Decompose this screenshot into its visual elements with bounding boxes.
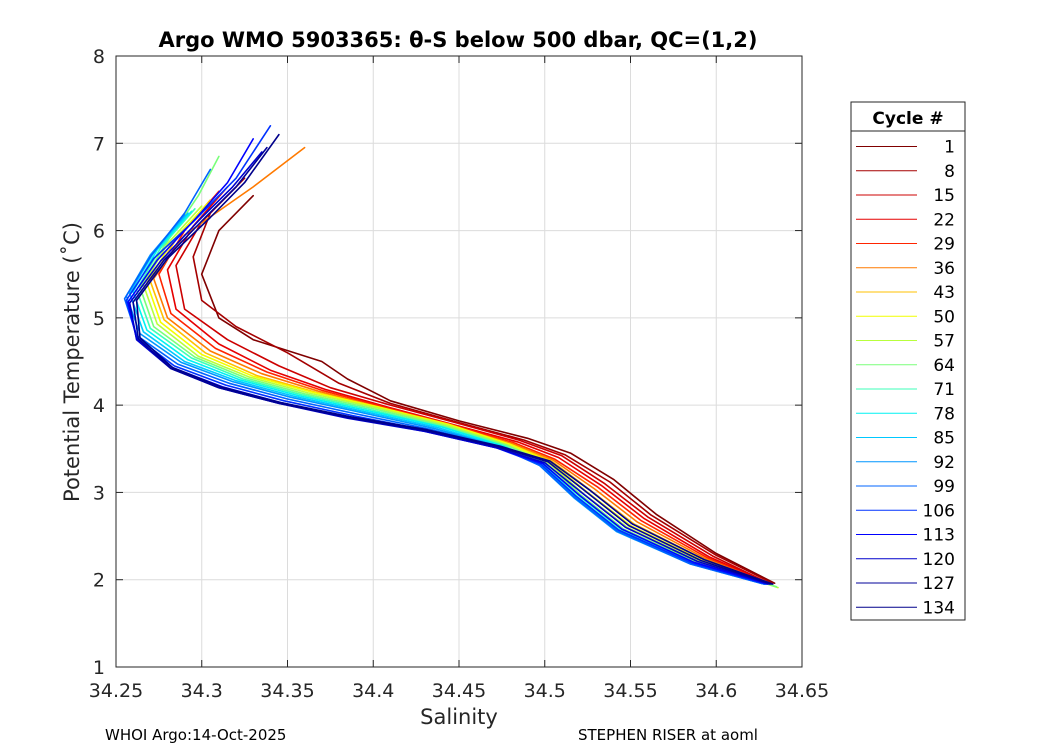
footer-left: WHOI Argo:14-Oct-2025 (105, 726, 286, 744)
series-line-cycle-22 (166, 186, 772, 585)
legend-label-cycle-78: 78 (933, 404, 955, 424)
x-tick-label: 34.25 (89, 680, 143, 702)
series-line-cycle-106 (125, 125, 767, 585)
x-tick-label: 34.65 (775, 680, 829, 702)
series-line-cycle-15 (175, 186, 772, 585)
series-line-cycle-1 (200, 194, 776, 585)
series-line-cycle-50 (146, 203, 769, 585)
x-tick-label: 34.4 (352, 680, 394, 702)
legend-label-cycle-36: 36 (933, 259, 955, 279)
x-tick-label: 34.5 (524, 680, 566, 702)
legend-label-cycle-43: 43 (933, 283, 955, 303)
legend-label-cycle-92: 92 (933, 453, 955, 473)
series-line-cycle-99 (123, 168, 766, 585)
y-tick-label: 1 (93, 657, 105, 679)
legend-box (850, 101, 966, 621)
x-tick-label: 34.55 (603, 680, 657, 702)
legend-label-cycle-120: 120 (923, 550, 955, 570)
y-tick-label: 3 (93, 482, 105, 504)
legend: Cycle # 18152229364350576471788592991061… (850, 101, 966, 621)
y-tick-label: 7 (93, 133, 105, 155)
legend-label-cycle-64: 64 (933, 356, 955, 376)
x-tick-label: 34.35 (260, 680, 314, 702)
legend-title: Cycle # (872, 109, 943, 129)
x-axis-label: Salinity (420, 705, 498, 729)
legend-label-cycle-85: 85 (933, 429, 955, 449)
series-group (123, 125, 779, 589)
legend-label-cycle-99: 99 (933, 477, 955, 497)
y-tick-label: 5 (93, 308, 105, 330)
legend-label-cycle-134: 134 (923, 598, 955, 618)
legend-label-cycle-8: 8 (944, 162, 955, 182)
legend-label-cycle-113: 113 (923, 526, 955, 546)
legend-label-cycle-127: 127 (923, 574, 955, 594)
series-line-cycle-134 (135, 133, 774, 585)
legend-label-cycle-50: 50 (933, 307, 955, 327)
legend-items: 1 8 15 22 29 36 43 50 57 64 71 78 85 92 99 106 113 120 127… (856, 138, 955, 618)
legend-label-cycle-22: 22 (933, 210, 955, 230)
y-tick-label: 4 (93, 395, 105, 417)
series-line-cycle-29 (158, 190, 771, 585)
chart-title: Argo WMO 5903365: θ-S below 500 dbar, QC… (159, 28, 758, 52)
y-tick-label: 6 (93, 221, 105, 243)
legend-label-cycle-57: 57 (933, 332, 955, 352)
y-axis-label: Potential Temperature (˚C) (60, 222, 84, 502)
series-line-cycle-57 (142, 205, 779, 589)
legend-label-cycle-71: 71 (933, 380, 955, 400)
legend-label-cycle-106: 106 (923, 501, 955, 521)
legend-label-cycle-15: 15 (933, 186, 955, 206)
x-tick-label: 34.45 (432, 680, 486, 702)
y-tick-label: 8 (93, 46, 105, 68)
series-line-cycle-127 (132, 146, 772, 585)
y-tick-label: 2 (93, 570, 105, 592)
series-line-cycle-8 (192, 177, 774, 585)
legend-label-cycle-29: 29 (933, 235, 955, 255)
tick-group: 34.25 34.3 34.35 34.4 34.45 34.5 34.55 34.6 34.6… (89, 46, 829, 702)
footer-right: STEPHEN RISER at aoml (578, 726, 758, 744)
legend-label-cycle-1: 1 (944, 138, 955, 158)
x-tick-label: 34.6 (695, 680, 737, 702)
x-tick-label: 34.3 (181, 680, 223, 702)
